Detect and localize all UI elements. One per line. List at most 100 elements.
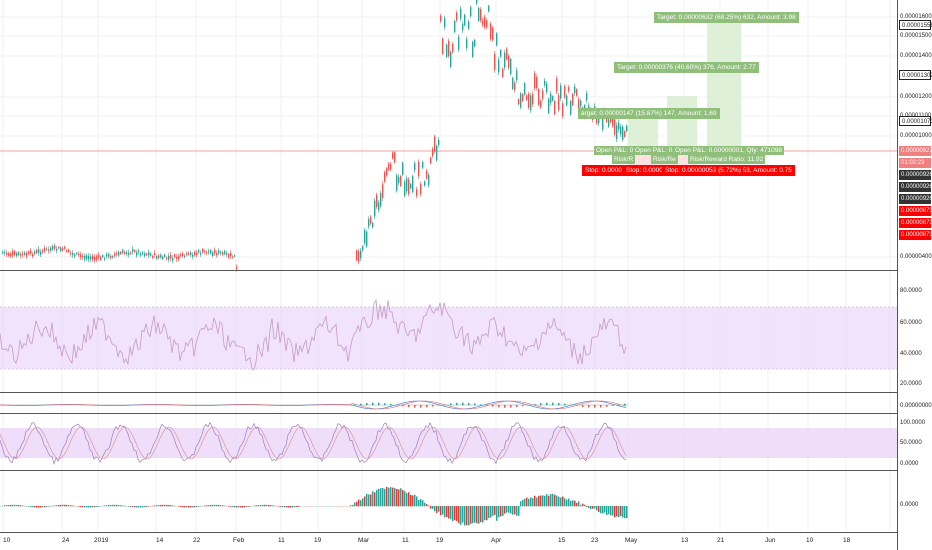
ao-bar	[580, 504, 582, 507]
ao-bar	[390, 487, 392, 507]
ao-bar	[234, 506, 236, 508]
ao-bar	[386, 486, 388, 507]
candle	[556, 78, 558, 92]
candle	[444, 18, 446, 28]
candle	[470, 7, 472, 17]
open-pl-label-3: Open P&L: 0.00000001, Qty: 471098	[673, 146, 784, 155]
candle	[134, 250, 136, 253]
ao-bar	[510, 506, 512, 514]
ao-bar	[20, 505, 22, 507]
candle	[460, 8, 462, 19]
ao-bar	[84, 506, 86, 508]
price-tick: 0.00000400	[900, 254, 932, 260]
candle	[472, 41, 474, 57]
macd-bar	[438, 405, 440, 406]
price-scale[interactable]	[897, 0, 932, 550]
ao-bar	[354, 502, 356, 507]
candle	[396, 175, 398, 191]
ao-bar	[246, 506, 248, 508]
pane-divider-macd[interactable]	[0, 413, 932, 414]
ao-bar	[622, 506, 624, 518]
ao-bar	[536, 497, 538, 507]
ao-bar	[210, 504, 212, 507]
candle	[464, 14, 466, 26]
candle	[372, 222, 374, 228]
candle	[394, 152, 396, 163]
stop-price-badge: 0.00000873	[899, 230, 932, 240]
ao-bar	[130, 506, 132, 507]
candle	[410, 184, 412, 189]
target-label-2[interactable]: Target: 0.00000376 (40.60%) 376, Amount:…	[614, 62, 759, 73]
macd-bar	[402, 405, 404, 407]
candle	[446, 44, 448, 57]
candle	[358, 251, 360, 262]
stop-label-1[interactable]: Stop: 0.0000	[582, 165, 625, 176]
price-tick: 0.00001500	[900, 33, 932, 39]
candle	[60, 247, 62, 252]
time-axis[interactable]	[0, 532, 897, 550]
pane-divider-rsi[interactable]	[0, 392, 932, 393]
macd-bar	[510, 405, 512, 408]
stop-label-3[interactable]: Stop: 0.00000053 (5.72%) 53, Amount: 0.7…	[662, 165, 795, 176]
candle	[104, 258, 106, 260]
ao-bar	[488, 506, 490, 519]
ao-bar	[142, 506, 144, 508]
macd-bar	[582, 405, 584, 407]
candle	[392, 152, 394, 159]
candle	[500, 50, 502, 57]
ao-bar	[352, 504, 354, 507]
ao-bar	[400, 488, 402, 507]
ao-bar	[456, 506, 458, 522]
candle	[136, 252, 138, 256]
ao-bar	[82, 506, 84, 508]
stop-label-2[interactable]: Stop: 0.0000	[623, 165, 666, 176]
target-label-1[interactable]: Target: 0.00000632 (68.25%) 632, Amount:…	[654, 12, 799, 23]
ao-bar	[504, 506, 506, 514]
ao-bar	[46, 506, 48, 507]
ao-bar	[368, 494, 370, 507]
stop-price-badge: 0.00000873	[899, 218, 932, 228]
ao-bar	[442, 506, 444, 515]
candle	[374, 200, 376, 217]
candle	[538, 89, 540, 105]
ao-bar	[86, 506, 88, 508]
risk-reward-label-3: Risk/Reward Ratio: 11.92	[688, 155, 766, 164]
candle	[386, 168, 388, 176]
candle	[42, 250, 44, 253]
pane-divider-stoch[interactable]	[0, 470, 932, 471]
ao-bar	[36, 506, 38, 508]
ao-bar	[44, 506, 46, 508]
candle	[548, 98, 550, 113]
pane-divider-price[interactable]	[0, 270, 932, 271]
candle	[498, 59, 500, 73]
ao-bar	[80, 506, 82, 507]
stoch-tick: 0.0000	[900, 461, 919, 467]
candle	[102, 255, 104, 258]
ao-bar	[592, 506, 594, 509]
candle	[616, 125, 618, 140]
candle	[598, 117, 600, 124]
ao-bar	[168, 504, 170, 507]
candle	[622, 126, 624, 140]
candle	[484, 16, 486, 28]
ao-bar	[88, 506, 90, 508]
macd-bar	[450, 403, 452, 406]
candle	[450, 51, 452, 67]
candle	[76, 252, 78, 255]
ao-bar	[192, 506, 194, 508]
candle	[614, 119, 616, 135]
time-tick: Apr	[491, 537, 502, 544]
ao-bar	[394, 488, 396, 507]
candle	[92, 255, 94, 260]
candle	[564, 86, 566, 98]
candle	[86, 255, 88, 259]
macd-bar	[564, 403, 566, 406]
ao-bar	[282, 506, 284, 508]
chart-canvas[interactable]	[0, 0, 897, 532]
target-label-3[interactable]: arget: 0.00000147 (15.87%) 147, Amount: …	[578, 108, 720, 119]
ao-bar	[136, 506, 138, 508]
ao-bar	[70, 505, 72, 507]
time-tick: Jun	[765, 537, 776, 544]
ao-bar	[160, 504, 162, 507]
